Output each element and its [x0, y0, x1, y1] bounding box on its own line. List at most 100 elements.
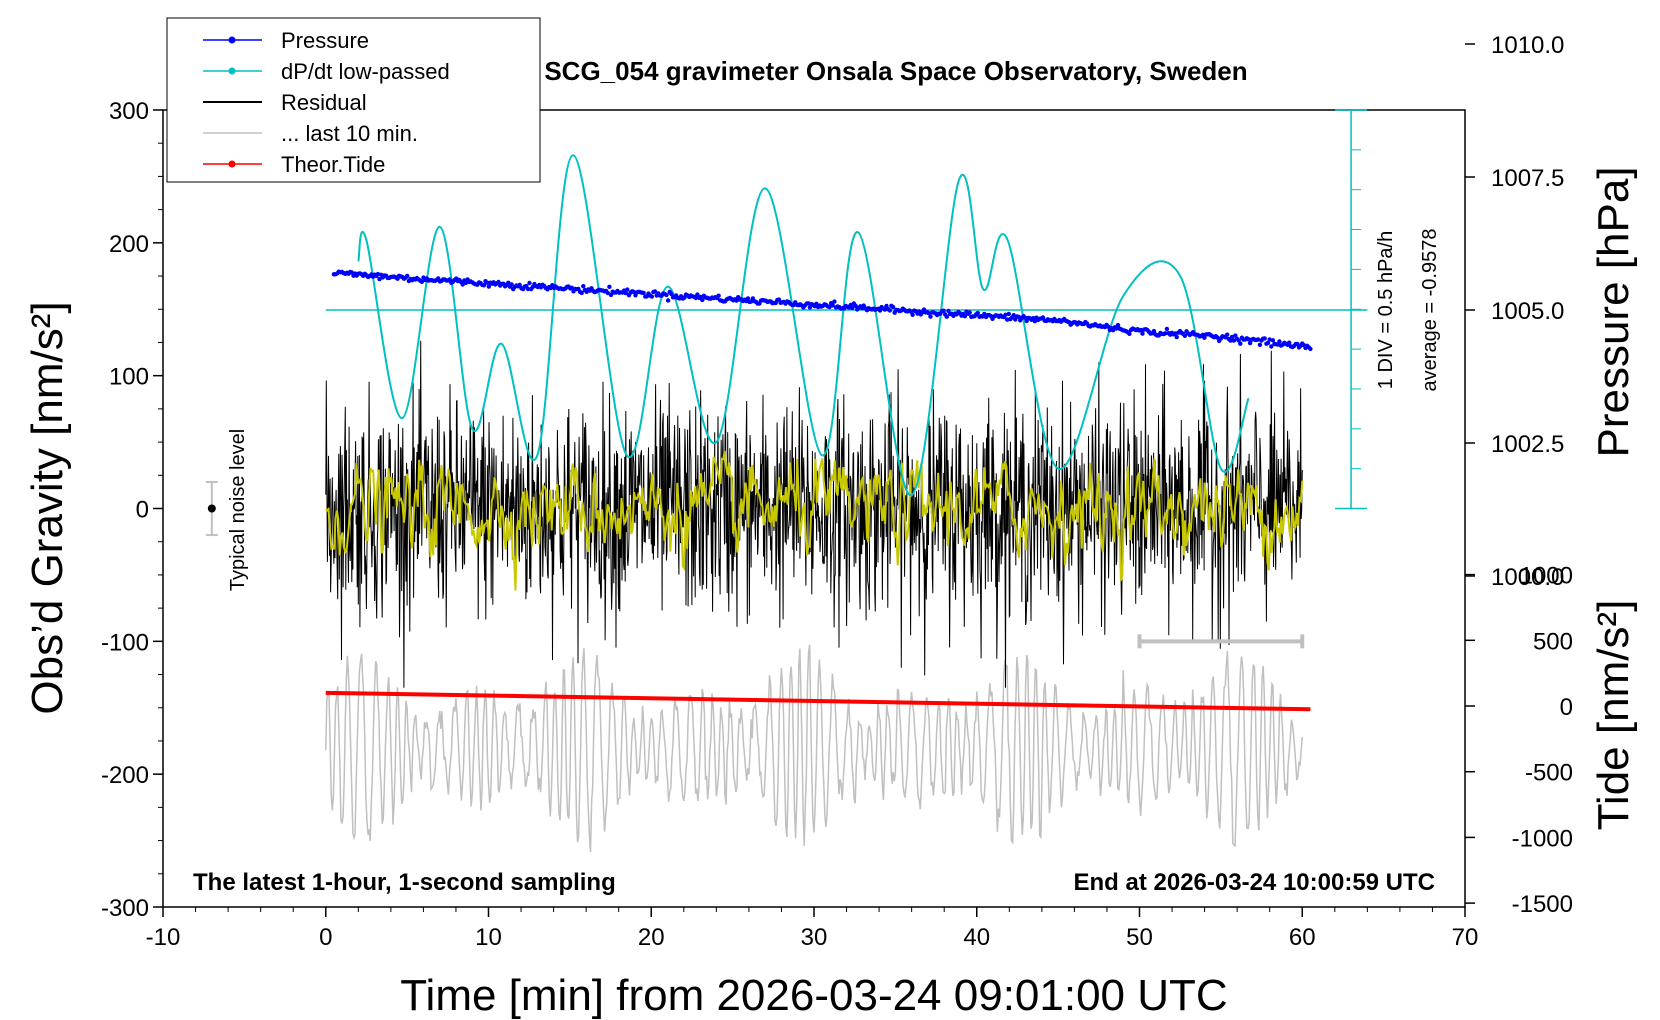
pressure-tick-label: 1007.5 — [1491, 165, 1564, 192]
pressure-point — [1257, 342, 1263, 347]
pressure-point — [1115, 322, 1121, 328]
series-dpdt — [357, 154, 1250, 497]
pressure-point — [882, 307, 888, 312]
pressure-point — [853, 303, 858, 308]
tide-tick-label: -1000 — [1512, 825, 1573, 852]
legend-marker — [228, 67, 236, 75]
y-tick-label: 300 — [109, 98, 149, 125]
y-axis-label-tide: Tide [nm/s²] — [1589, 600, 1638, 831]
pressure-point — [1202, 335, 1207, 340]
tide-tick-label: 1000 — [1520, 563, 1573, 590]
pressure-point — [926, 311, 932, 316]
pressure-point — [928, 314, 933, 319]
pressure-point — [1229, 334, 1235, 340]
pressure-point — [517, 282, 522, 288]
pressure-point — [665, 298, 671, 303]
pressure-point — [1236, 338, 1241, 343]
chart-title: SCG_054 gravimeter Onsala Space Observat… — [544, 56, 1247, 86]
legend-marker — [228, 36, 236, 44]
pressure-tick-label: 1000.0 — [1491, 564, 1564, 591]
legend-label: Residual — [281, 90, 367, 115]
x-tick-label: 70 — [1452, 924, 1479, 951]
x-tick-label: 60 — [1289, 924, 1316, 951]
pressure-point — [605, 290, 610, 296]
x-axis-label: Time [min] from 2026-03-24 09:01:00 UTC — [400, 971, 1227, 1020]
pressure-point — [1006, 311, 1011, 317]
y-axis-label-left: Obs’d Gravity [nm/s²] — [23, 301, 72, 714]
series-residual — [325, 340, 1303, 688]
pressure-point — [1308, 346, 1313, 352]
pressure-point — [1114, 326, 1119, 331]
pressure-point — [649, 294, 654, 299]
pressure-point — [887, 308, 892, 313]
legend-label: Pressure — [281, 28, 369, 53]
pressure-point — [405, 273, 410, 279]
pressure-point — [941, 308, 946, 313]
legend-box — [166, 17, 541, 183]
pressure-point — [1163, 331, 1168, 336]
tide-tick-label: 500 — [1533, 628, 1573, 655]
y-tick-label: 0 — [136, 497, 149, 524]
pressure-point — [944, 314, 949, 319]
pressure-point — [890, 304, 896, 310]
x-tick-label: 10 — [475, 924, 502, 951]
pressure-point — [481, 283, 487, 288]
x-tick-label: -10 — [146, 924, 181, 951]
annotation-bottom-left: The latest 1-hour, 1-second sampling — [193, 869, 616, 896]
pressure-point — [1151, 328, 1157, 334]
pressure-point — [1277, 339, 1282, 344]
series-theor-tide — [325, 690, 1311, 712]
pressure-point — [745, 296, 751, 301]
pressure-point — [623, 290, 628, 296]
annotation-bottom-right: End at 2026-03-24 10:00:59 UTC — [1074, 869, 1436, 896]
x-tick-label: 30 — [801, 924, 828, 951]
y-tick-label: 100 — [109, 364, 149, 391]
pressure-point — [962, 314, 967, 319]
pressure-point — [419, 279, 425, 284]
pressure-point — [693, 295, 698, 301]
pressure-point — [375, 271, 381, 277]
tide-tick-label: -1500 — [1512, 891, 1573, 918]
pressure-point — [1247, 340, 1253, 346]
pressure-point — [1182, 333, 1188, 338]
pressure-point — [850, 305, 855, 311]
pressure-point — [569, 285, 575, 290]
legend-label: ... last 10 min. — [281, 121, 418, 146]
pressure-point — [910, 312, 915, 317]
pressure-point — [1127, 331, 1132, 336]
pressure-point — [832, 299, 837, 304]
pressure-point — [967, 310, 972, 315]
legend-marker — [228, 160, 236, 168]
pressure-tick-label: 1005.0 — [1491, 298, 1564, 325]
legend-label: dP/dt low-passed — [281, 59, 450, 84]
pressure-point — [581, 284, 586, 289]
pressure-point — [496, 279, 501, 285]
pressure-point — [664, 292, 669, 298]
pressure-tick-label: 1002.5 — [1491, 431, 1564, 458]
pressure-point — [1269, 344, 1274, 349]
pressure-point — [484, 280, 490, 285]
pressure-point — [975, 310, 980, 316]
x-tick-label: 0 — [319, 924, 332, 951]
legend-label: Theor.Tide — [281, 152, 385, 177]
pressure-point — [509, 282, 514, 287]
pressure-tick-label: 1010.0 — [1491, 32, 1564, 59]
pressure-point — [652, 289, 658, 294]
pressure-point — [1164, 326, 1170, 332]
y-tick-label: -200 — [101, 762, 149, 789]
x-tick-label: 40 — [963, 924, 990, 951]
pressure-point — [1228, 338, 1233, 343]
pressure-point — [1262, 336, 1267, 341]
pressure-point — [463, 280, 469, 285]
pressure-point — [527, 280, 532, 286]
pressure-point — [1106, 324, 1111, 329]
annotation-div: 1 DIV = 0.5 hPa/h — [1375, 231, 1397, 389]
annotation-noise: Typical noise level — [227, 429, 249, 591]
noise-point — [207, 504, 216, 513]
pressure-point — [1295, 341, 1300, 347]
pressure-point — [607, 284, 612, 289]
pressure-point — [377, 276, 382, 282]
series-residual-smoothed — [325, 450, 1304, 591]
tide-tick-label: -500 — [1525, 760, 1573, 787]
